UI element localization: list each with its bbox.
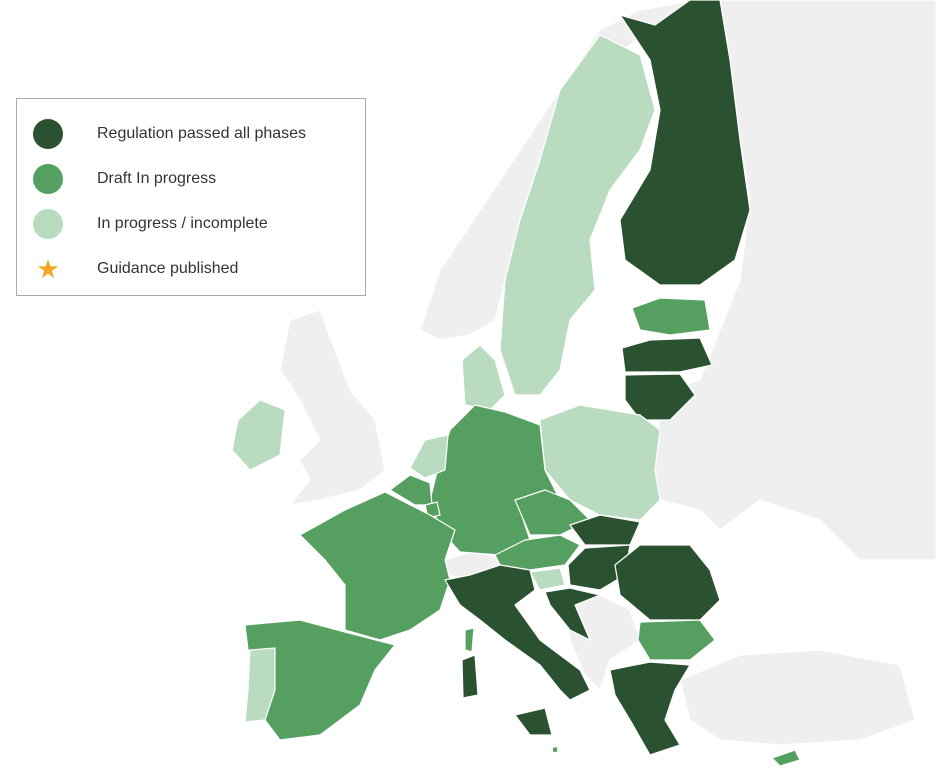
map-legend: Regulation passed all phases Draft In pr… bbox=[16, 98, 366, 296]
country-belgium[interactable] bbox=[389, 474, 433, 506]
legend-label: Draft In progress bbox=[97, 170, 217, 187]
country-sweden[interactable] bbox=[499, 34, 656, 396]
legend-swatch-passed bbox=[33, 119, 63, 149]
country-italy-sardinia[interactable] bbox=[461, 654, 479, 699]
country-balkans[interactable] bbox=[564, 594, 641, 691]
country-poland[interactable] bbox=[539, 404, 661, 521]
country-malta[interactable] bbox=[551, 745, 559, 754]
legend-swatch-incomplete bbox=[33, 209, 63, 239]
country-cyprus[interactable] bbox=[771, 749, 801, 767]
country-lithuania[interactable] bbox=[624, 373, 696, 421]
country-denmark[interactable] bbox=[461, 344, 506, 411]
country-italy[interactable] bbox=[444, 564, 591, 701]
country-greece[interactable] bbox=[609, 661, 691, 756]
legend-item-guidance: ★ Guidance published bbox=[33, 254, 238, 284]
country-croatia[interactable] bbox=[544, 587, 601, 641]
country-ireland[interactable] bbox=[231, 399, 286, 471]
legend-item-passed: Regulation passed all phases bbox=[33, 119, 306, 149]
legend-label: Guidance published bbox=[97, 260, 239, 277]
country-netherlands[interactable] bbox=[409, 434, 449, 479]
country-estonia[interactable] bbox=[631, 297, 711, 336]
country-turkey[interactable] bbox=[679, 649, 916, 746]
country-bulgaria[interactable] bbox=[637, 619, 716, 661]
legend-label: In progress / incomplete bbox=[97, 215, 268, 232]
country-latvia[interactable] bbox=[621, 337, 713, 373]
country-slovakia[interactable] bbox=[569, 514, 641, 546]
country-portugal[interactable] bbox=[244, 647, 276, 723]
country-france-corsica[interactable] bbox=[464, 627, 475, 653]
legend-item-incomplete: In progress / incomplete bbox=[33, 209, 268, 239]
country-finland[interactable] bbox=[619, 0, 751, 286]
country-france[interactable] bbox=[299, 491, 456, 641]
legend-swatch-draft bbox=[33, 164, 63, 194]
country-romania[interactable] bbox=[614, 544, 721, 621]
star-icon: ★ bbox=[36, 254, 60, 284]
legend-label: Regulation passed all phases bbox=[97, 125, 307, 142]
country-uk[interactable] bbox=[279, 309, 386, 506]
legend-item-draft: Draft In progress bbox=[33, 164, 216, 194]
country-italy-sicily[interactable] bbox=[514, 707, 553, 736]
country-slovenia[interactable] bbox=[529, 567, 566, 591]
